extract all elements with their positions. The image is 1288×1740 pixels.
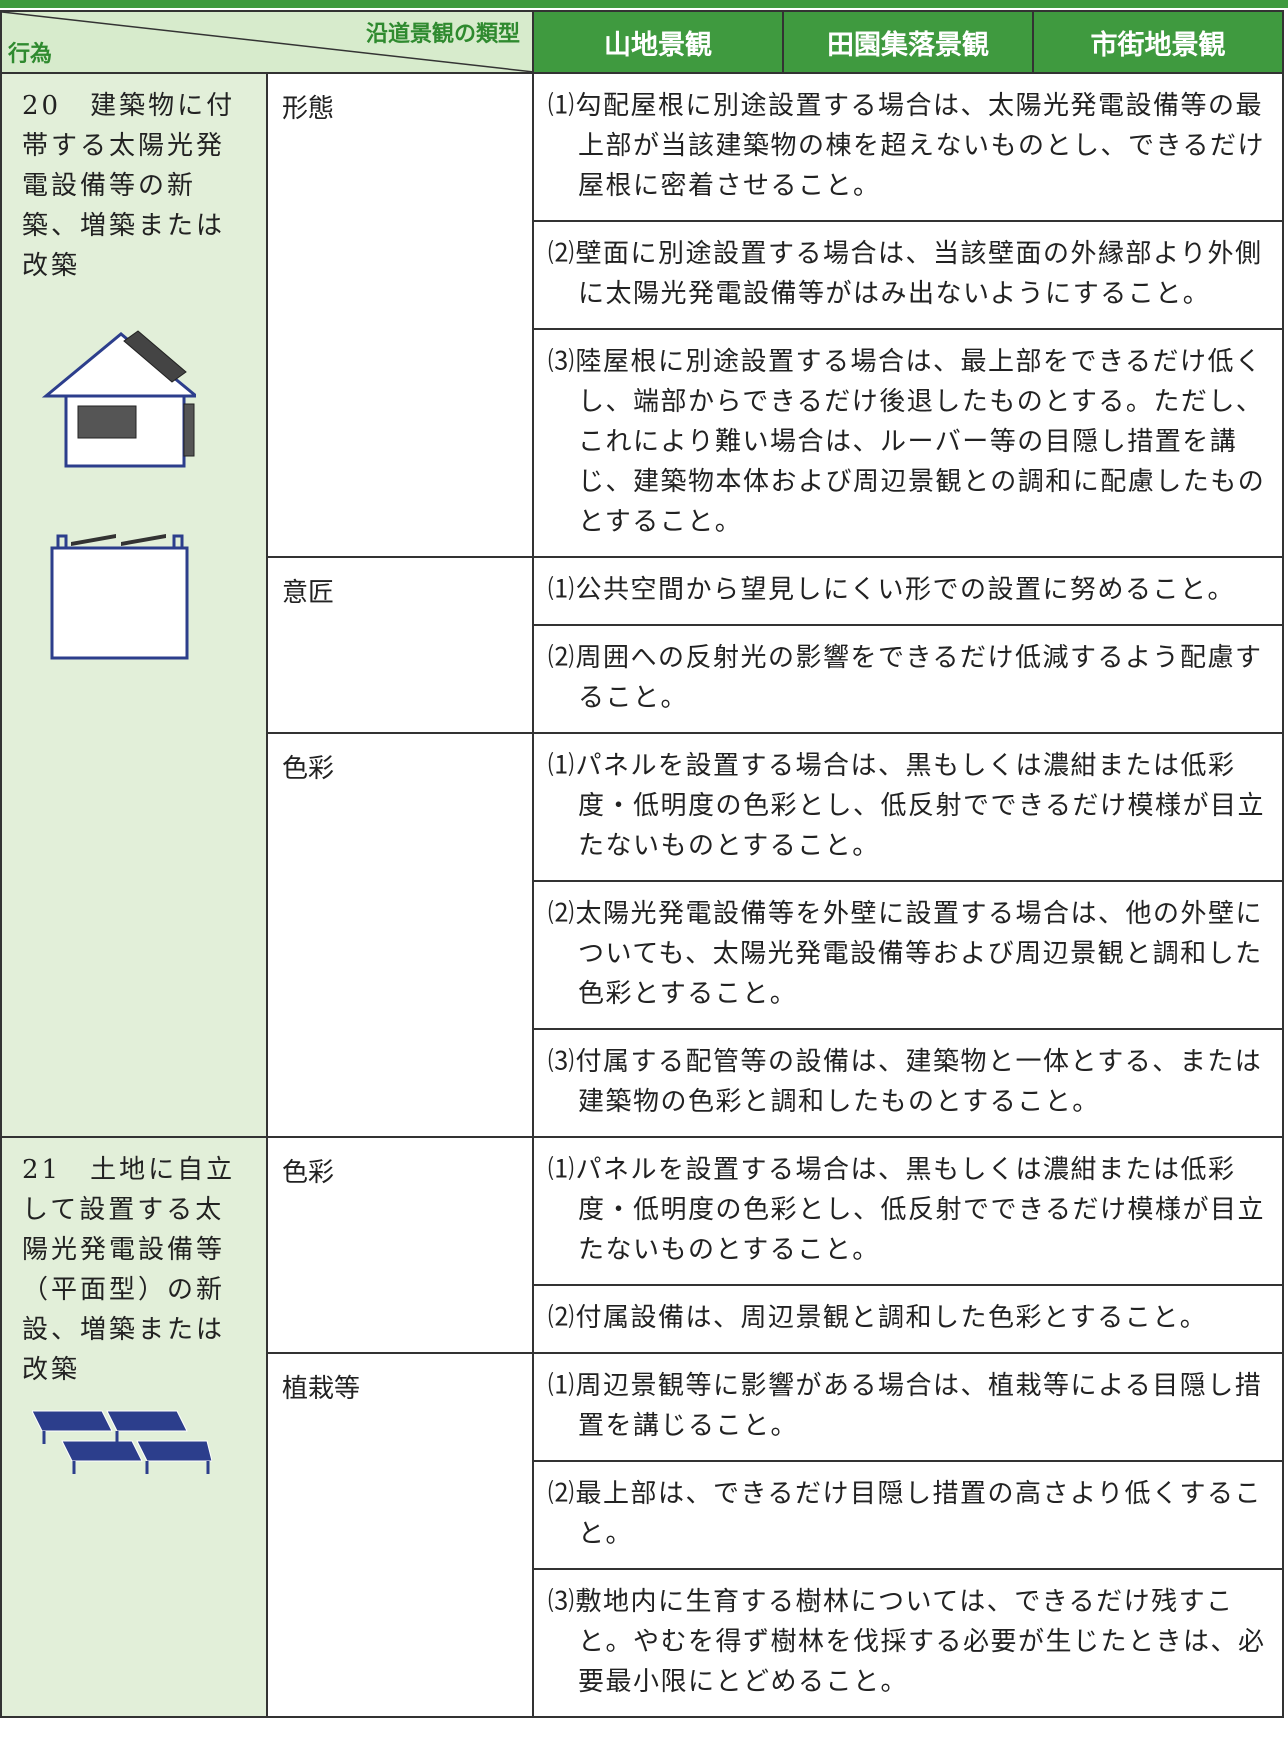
table-row: ⑵周囲への反射光の影響をできるだけ低減するよう配慮すること。 <box>1 624 1284 734</box>
header-row: 沿道景観の類型 行為 山地景観 田園集落景観 市街地景観 <box>0 10 1284 74</box>
table-row: ⑵太陽光発電設備等を外壁に設置する場合は、他の外壁についても、太陽光発電設備等お… <box>1 880 1284 1030</box>
act-text: 21 土地に自立して設置する太陽光発電設備等（平面型）の新設、増築または改築 <box>22 1155 236 1385</box>
panel-illustration <box>32 1410 212 1474</box>
aspect-cell: 植栽等 <box>266 1352 534 1718</box>
guideline-item: ⑴勾配屋根に別途設置する場合は、太陽光発電設備等の最上部が当該建築物の棟を超えな… <box>532 72 1284 222</box>
table-row: 20 建築物に付帯する太陽光発電設備等の新築、増築または改築 形態 ⑴勾配屋根に別… <box>0 72 1284 1138</box>
table-row: ⑶陸屋根に別途設置する場合は、最上部をできるだけ低くし、端部からできるだけ後退し… <box>1 328 1284 558</box>
guideline-item: ⑴パネルを設置する場合は、黒もしくは濃紺または低彩度・低明度の色彩とし、低反射で… <box>532 732 1284 882</box>
aspect-cell: 色彩 <box>266 1136 534 1354</box>
table-row: 植栽等 ⑴周辺景観等に影響がある場合は、植栽等による目隠し措置を講じること。 <box>1 1352 1284 1718</box>
house-illustration <box>41 330 196 660</box>
table-row: 色彩 ⑴パネルを設置する場合は、黒もしくは濃紺または低彩度・低明度の色彩とし、低反… <box>1 732 1284 1138</box>
table-row: ⑵最上部は、できるだけ目隠し措置の高さより低くすること。 <box>1 1460 1284 1570</box>
aspect-cell: 色彩 <box>266 732 534 1138</box>
guideline-item: ⑶敷地内に生育する樹林については、できるだけ残すこと。やむを得ず樹林を伐採する必… <box>532 1568 1284 1718</box>
corner-bottom: 行為 <box>8 41 53 67</box>
guideline-item: ⑴公共空間から望見しにくい形での設置に努めること。 <box>532 556 1284 626</box>
column-header: 田園集落景観 <box>782 10 1034 74</box>
table-row: ⑶付属する配管等の設備は、建築物と一体とする、または建築物の色彩と調和したものと… <box>1 1028 1284 1138</box>
corner-cell: 沿道景観の類型 行為 <box>0 10 534 74</box>
guideline-item: ⑴パネルを設置する場合は、黒もしくは濃紺または低彩度・低明度の色彩とし、低反射で… <box>532 1136 1284 1286</box>
table-row: ⑵付属設備は、周辺景観と調和した色彩とすること。 <box>1 1284 1284 1354</box>
guideline-item: ⑵周囲への反射光の影響をできるだけ低減するよう配慮すること。 <box>532 624 1284 734</box>
guideline-item: ⑵壁面に別途設置する場合は、当該壁面の外縁部より外側に太陽光発電設備等がはみ出な… <box>532 220 1284 330</box>
guideline-item: ⑵太陽光発電設備等を外壁に設置する場合は、他の外壁についても、太陽光発電設備等お… <box>532 880 1284 1030</box>
column-header: 市街地景観 <box>1032 10 1284 74</box>
table-row: ⑶敷地内に生育する樹林については、できるだけ残すこと。やむを得ず樹林を伐採する必… <box>1 1568 1284 1718</box>
guideline-item: ⑴周辺景観等に影響がある場合は、植栽等による目隠し措置を講じること。 <box>532 1352 1284 1462</box>
diagonal <box>2 12 534 72</box>
column-header: 山地景観 <box>532 10 784 74</box>
guideline-item: ⑶陸屋根に別途設置する場合は、最上部をできるだけ低くし、端部からできるだけ後退し… <box>532 328 1284 558</box>
table-row: 21 土地に自立して設置する太陽光発電設備等（平面型）の新設、増築または改築 色… <box>0 1136 1284 1718</box>
aspect-cell: 形態 <box>266 72 534 558</box>
table-row: 意匠 ⑴公共空間から望見しにくい形での設置に努めること。 <box>1 556 1284 734</box>
guideline-item: ⑶付属する配管等の設備は、建築物と一体とする、または建築物の色彩と調和したものと… <box>532 1028 1284 1138</box>
table-row: ⑵壁面に別途設置する場合は、当該壁面の外縁部より外側に太陽光発電設備等がはみ出な… <box>1 220 1284 330</box>
corner-top: 沿道景観の類型 <box>365 21 520 47</box>
act-text: 20 建築物に付帯する太陽光発電設備等の新築、増築または改築 <box>22 91 236 281</box>
guideline-item: ⑵最上部は、できるだけ目隠し措置の高さより低くすること。 <box>532 1460 1284 1570</box>
top-bar <box>0 0 1288 8</box>
act-cell: 21 土地に自立して設置する太陽光発電設備等（平面型）の新設、増築または改築 <box>0 1136 268 1718</box>
guideline-table: 沿道景観の類型 行為 山地景観 田園集落景観 市街地景観 20 建築物に付帯する… <box>0 10 1284 1718</box>
aspect-cell: 意匠 <box>266 556 534 734</box>
act-cell: 20 建築物に付帯する太陽光発電設備等の新築、増築または改築 <box>0 72 268 1138</box>
guideline-item: ⑵付属設備は、周辺景観と調和した色彩とすること。 <box>532 1284 1284 1354</box>
